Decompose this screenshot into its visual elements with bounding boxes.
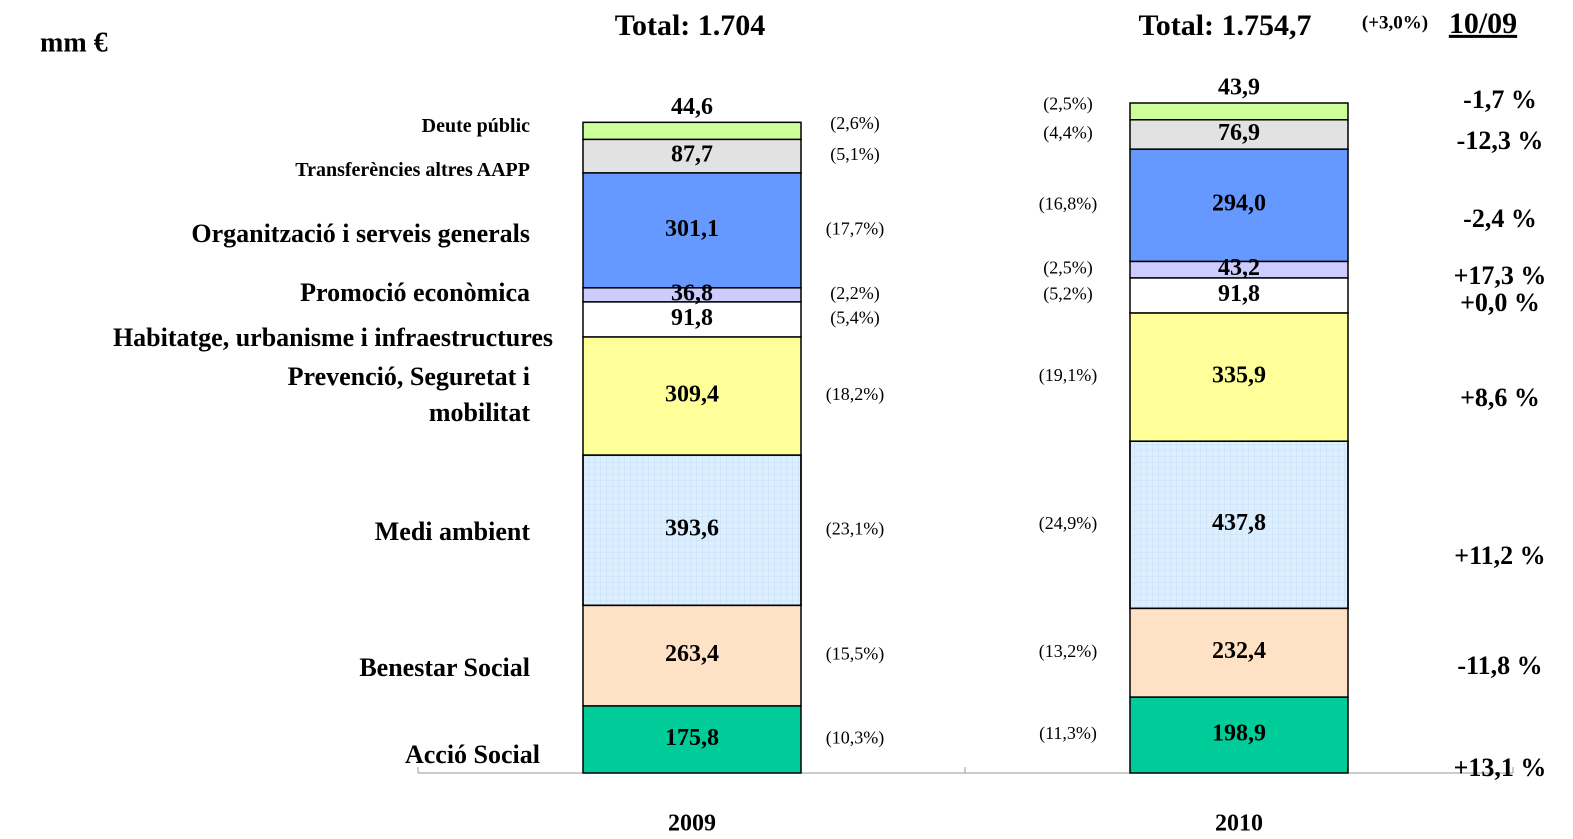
bar-segment xyxy=(582,138,802,174)
value-label: 335,9 xyxy=(1212,363,1266,389)
share-label: (2,5%) xyxy=(1043,94,1092,115)
series-name: Acció Social xyxy=(404,740,540,769)
share-label: (15,5%) xyxy=(826,644,884,665)
bar-segment xyxy=(582,121,802,141)
total-label: Total: 1.704 xyxy=(615,9,766,42)
value-label: 43,9 xyxy=(1218,75,1260,101)
x-tick-label: 2009 xyxy=(668,811,716,837)
share-label: (23,1%) xyxy=(826,518,884,539)
share-label: (11,3%) xyxy=(1039,723,1097,744)
x-tick-label: 2010 xyxy=(1215,811,1263,837)
change-header: (+3,0%) xyxy=(1362,12,1428,33)
value-label: 263,4 xyxy=(665,641,719,667)
value-label: 198,9 xyxy=(1212,721,1266,747)
share-label: (2,6%) xyxy=(830,113,879,134)
share-label: (5,4%) xyxy=(830,307,879,328)
bar-segment xyxy=(1129,607,1349,698)
change-label: +0,0 % xyxy=(1460,288,1540,317)
series-name: Habitatge, urbanisme i infraestructures xyxy=(112,323,553,352)
bar-segment xyxy=(1129,102,1349,121)
change-label: -12,3 % xyxy=(1457,126,1544,155)
share-label: (10,3%) xyxy=(826,728,884,749)
value-label: 91,8 xyxy=(671,305,713,331)
value-label: 76,9 xyxy=(1218,120,1260,146)
bar-pattern xyxy=(582,454,802,607)
share-label: (2,2%) xyxy=(830,283,879,304)
series-name: Medi ambient xyxy=(374,517,530,546)
value-label: 36,8 xyxy=(671,280,713,306)
series-name: Promoció econòmica xyxy=(300,278,530,307)
value-label: 294,0 xyxy=(1212,191,1266,217)
bar-segment xyxy=(582,172,802,289)
change-period: 10/09 xyxy=(1449,7,1517,40)
share-label: (16,8%) xyxy=(1039,193,1097,214)
share-label: (5,2%) xyxy=(1043,284,1092,305)
value-label: 437,8 xyxy=(1212,510,1266,536)
bar-segment xyxy=(1129,277,1349,314)
share-label: (13,2%) xyxy=(1039,641,1097,662)
bar-segment xyxy=(1129,148,1349,263)
change-label: -11,8 % xyxy=(1457,651,1542,680)
bar-segment xyxy=(1129,312,1349,442)
share-label: (4,4%) xyxy=(1043,123,1092,144)
value-label: 44,6 xyxy=(671,94,713,120)
bar-segment xyxy=(582,336,802,456)
bar-segment xyxy=(582,301,802,338)
value-label: 309,4 xyxy=(665,381,719,407)
change-label: +8,6 % xyxy=(1460,383,1540,412)
series-name: Prevenció, Seguretat i mobilitat xyxy=(287,362,530,427)
value-label: 87,7 xyxy=(671,142,713,168)
total-label: Total: 1.754,7 xyxy=(1138,9,1311,42)
series-name: Transferències altres AAPP xyxy=(295,159,530,181)
value-label: 43,2 xyxy=(1218,255,1260,281)
change-label: -1,7 % xyxy=(1463,85,1537,114)
value-label: 393,6 xyxy=(665,516,719,542)
change-label: +11,2 % xyxy=(1454,541,1545,570)
share-label: (17,7%) xyxy=(826,218,884,239)
change-label: +17,3 % xyxy=(1454,261,1547,290)
share-label: (2,5%) xyxy=(1043,258,1092,279)
share-label: (18,2%) xyxy=(826,384,884,405)
unit-label: mm € xyxy=(40,27,108,58)
change-label: +13,1 % xyxy=(1454,753,1547,782)
share-label: (19,1%) xyxy=(1039,365,1097,386)
series-name: Benestar Social xyxy=(359,653,530,682)
bar-pattern xyxy=(1129,440,1349,610)
value-label: 175,8 xyxy=(665,725,719,751)
value-label: 91,8 xyxy=(1218,281,1260,307)
change-label: -2,4 % xyxy=(1463,204,1537,233)
series-name: Organització i serveis generals xyxy=(191,219,530,248)
series-name: Deute públic xyxy=(421,115,530,137)
share-label: (24,9%) xyxy=(1039,513,1097,534)
value-label: 301,1 xyxy=(665,216,719,242)
share-label: (5,1%) xyxy=(830,144,879,165)
value-label: 232,4 xyxy=(1212,638,1266,664)
